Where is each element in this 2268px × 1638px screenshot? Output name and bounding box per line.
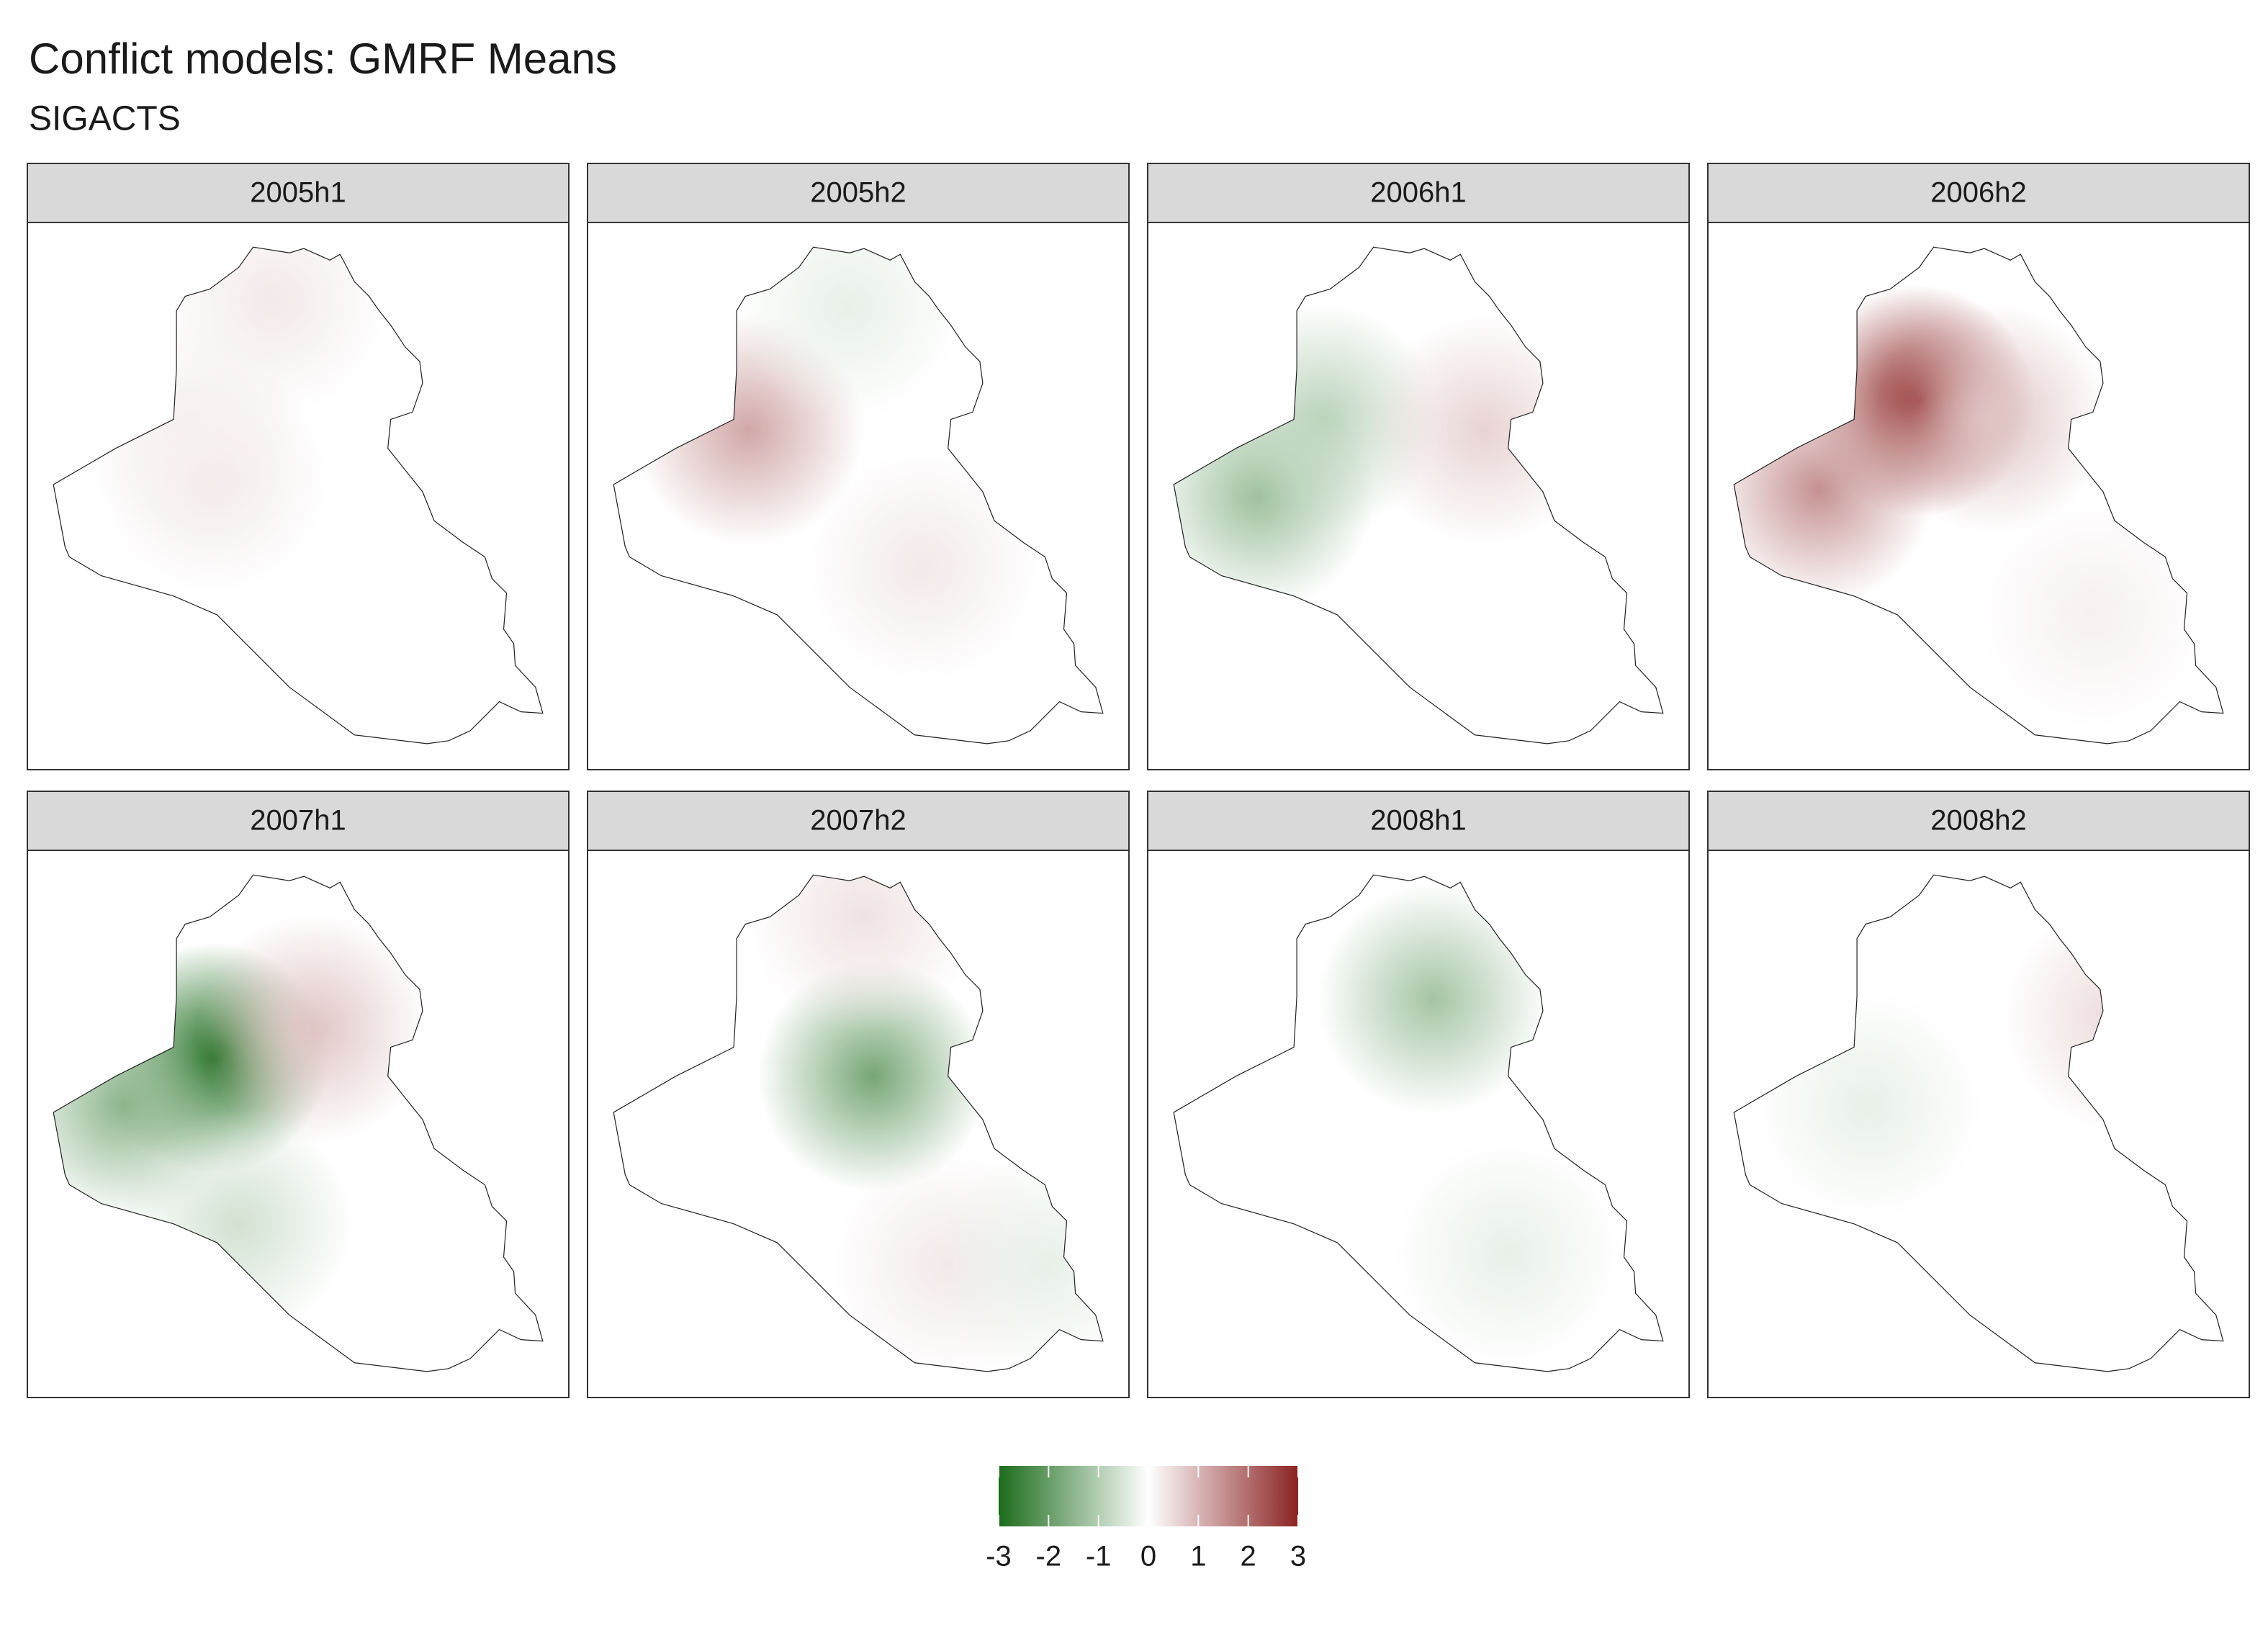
strip [587,791,1130,851]
panel-title: 2005h1 [250,177,346,209]
border [53,874,544,1372]
chart-title: Conflict models: GMRF Means [29,35,617,83]
field-blob [1877,302,2110,535]
field-blob [1317,883,1549,1115]
field [53,875,543,1372]
map [53,874,544,1372]
strip [1147,791,1690,851]
field-blob [747,875,979,1032]
colorbar-tick-label: 2 [1241,1541,1256,1572]
border [613,874,1104,1372]
panel-title: 2008h2 [1930,805,2026,837]
border [613,246,1104,744]
panel-title: 2006h1 [1370,177,1466,209]
border [1733,246,2224,744]
panel-title: 2007h2 [810,805,906,837]
colorbar-tick-label: 1 [1190,1541,1206,1572]
panel-title: 2007h1 [250,805,346,837]
panel-title: 2006h2 [1930,177,2026,209]
field-blob [1392,1137,1624,1369]
chart-subtitle: SIGACTS [29,100,181,138]
field [613,875,1103,1372]
colorbar-tick-label: -2 [1036,1541,1062,1572]
field [1174,875,1663,1372]
field-blob [932,1149,1103,1372]
field-blob [807,450,1040,683]
panel-title: 2008h1 [1370,805,1466,837]
border [53,246,544,744]
strip [27,163,570,223]
field-blob [197,912,429,1145]
strip [27,791,570,851]
panel-title: 2005h2 [810,177,906,209]
strip [587,163,1130,223]
field-blob [1977,498,2210,730]
colorbar-tick-label: -1 [1086,1541,1112,1572]
colorbar-tick-label: 0 [1140,1541,1156,1572]
border [1733,874,2224,1372]
border [1173,246,1664,744]
border [1173,874,1664,1372]
strip [1147,163,1690,223]
colorbar-tick-label: -3 [986,1541,1012,1572]
map [1173,874,1664,1372]
colorbar-tick-label: 3 [1290,1541,1306,1572]
map [613,874,1104,1372]
